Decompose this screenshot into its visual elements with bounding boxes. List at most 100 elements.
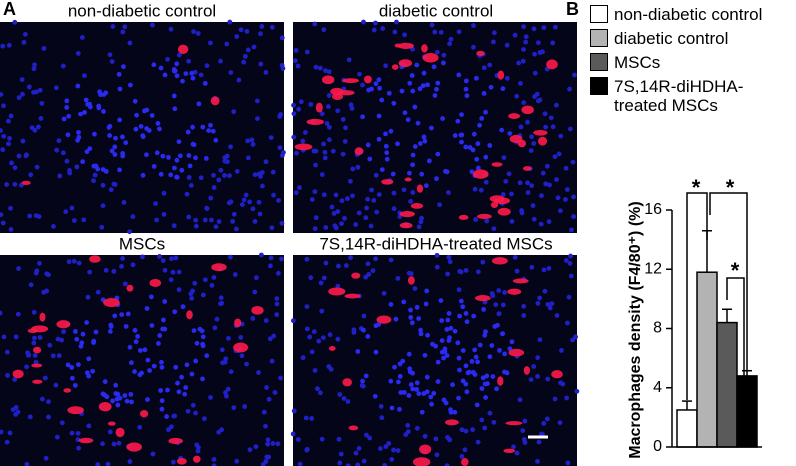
nucleus xyxy=(471,313,477,319)
nucleus xyxy=(459,139,464,145)
nucleus xyxy=(275,441,281,447)
legend-swatch xyxy=(590,29,608,47)
nucleus xyxy=(105,461,111,466)
nucleus xyxy=(112,313,118,319)
nucleus xyxy=(42,375,48,381)
nucleus xyxy=(410,152,416,158)
nucleus xyxy=(189,295,195,301)
nucleus xyxy=(484,218,490,224)
nucleus xyxy=(514,93,520,99)
nucleus xyxy=(525,190,531,195)
nucleus xyxy=(471,44,476,50)
nucleus xyxy=(109,148,115,154)
nucleus xyxy=(332,223,338,229)
nucleus xyxy=(154,217,160,223)
nucleus xyxy=(100,167,106,172)
nucleus xyxy=(541,25,547,31)
nucleus xyxy=(1,103,6,109)
nucleus xyxy=(567,126,573,132)
nucleus xyxy=(367,435,373,441)
nucleus xyxy=(187,163,193,169)
nucleus xyxy=(279,220,285,226)
nucleus xyxy=(547,305,553,311)
nucleus xyxy=(158,65,164,71)
nucleus xyxy=(381,290,387,296)
nucleus xyxy=(531,364,537,369)
nucleus xyxy=(363,215,369,221)
nucleus xyxy=(500,302,506,308)
nucleus xyxy=(186,214,192,220)
nucleus xyxy=(31,66,37,72)
nucleus xyxy=(165,56,170,62)
nucleus xyxy=(172,106,178,112)
macrophage xyxy=(211,263,227,272)
nucleus xyxy=(6,42,12,48)
macrophage xyxy=(364,75,372,84)
macrophage xyxy=(233,342,249,353)
nucleus xyxy=(12,181,18,187)
nucleus xyxy=(434,49,440,55)
nucleus xyxy=(373,349,379,355)
nucleus xyxy=(398,390,404,395)
nucleus xyxy=(567,260,573,266)
nucleus xyxy=(171,93,177,99)
nucleus xyxy=(90,368,96,374)
nucleus xyxy=(503,178,509,184)
nucleus xyxy=(219,347,225,353)
nucleus xyxy=(168,26,174,32)
nucleus xyxy=(313,148,319,154)
micrograph xyxy=(0,252,284,466)
nucleus xyxy=(8,227,14,232)
nucleus xyxy=(434,176,439,182)
nucleus xyxy=(198,175,204,181)
nucleus xyxy=(249,137,255,143)
macrophage xyxy=(67,406,84,415)
nucleus xyxy=(159,359,164,365)
nucleus xyxy=(329,204,335,210)
nucleus xyxy=(445,317,451,323)
nucleus xyxy=(145,357,151,363)
nucleus xyxy=(300,355,306,361)
nucleus xyxy=(0,220,6,226)
nucleus xyxy=(441,52,447,58)
macrophage xyxy=(149,279,162,287)
nucleus xyxy=(434,86,439,92)
nucleus xyxy=(218,167,224,173)
nucleus xyxy=(480,375,486,381)
nucleus xyxy=(122,393,128,398)
nucleus xyxy=(257,211,263,217)
macrophage xyxy=(354,147,364,156)
nucleus xyxy=(327,332,333,338)
nucleus xyxy=(321,192,327,198)
nucleus xyxy=(511,444,516,450)
nucleus xyxy=(8,205,13,211)
nucleus xyxy=(99,224,105,230)
nucleus xyxy=(87,146,93,152)
nucleus xyxy=(357,71,362,77)
nucleus xyxy=(132,98,138,104)
nucleus xyxy=(109,59,115,64)
nucleus xyxy=(410,190,416,195)
nucleus xyxy=(279,256,284,262)
nucleus xyxy=(149,323,155,328)
nucleus xyxy=(516,60,522,66)
macrophage xyxy=(508,113,521,120)
nucleus xyxy=(554,313,560,318)
nucleus xyxy=(202,277,208,283)
nucleus xyxy=(128,392,134,397)
nucleus xyxy=(160,326,166,332)
nucleus xyxy=(266,454,272,460)
nucleus xyxy=(7,430,13,436)
micrograph xyxy=(290,252,580,466)
nucleus xyxy=(544,416,550,422)
nucleus xyxy=(117,117,122,123)
nucleus xyxy=(521,303,527,309)
nucleus xyxy=(406,393,412,398)
macrophage xyxy=(186,310,193,320)
nucleus xyxy=(279,35,285,41)
macrophage xyxy=(523,366,531,375)
nucleus xyxy=(522,418,528,424)
macrophage xyxy=(12,369,24,379)
nucleus xyxy=(345,399,351,404)
